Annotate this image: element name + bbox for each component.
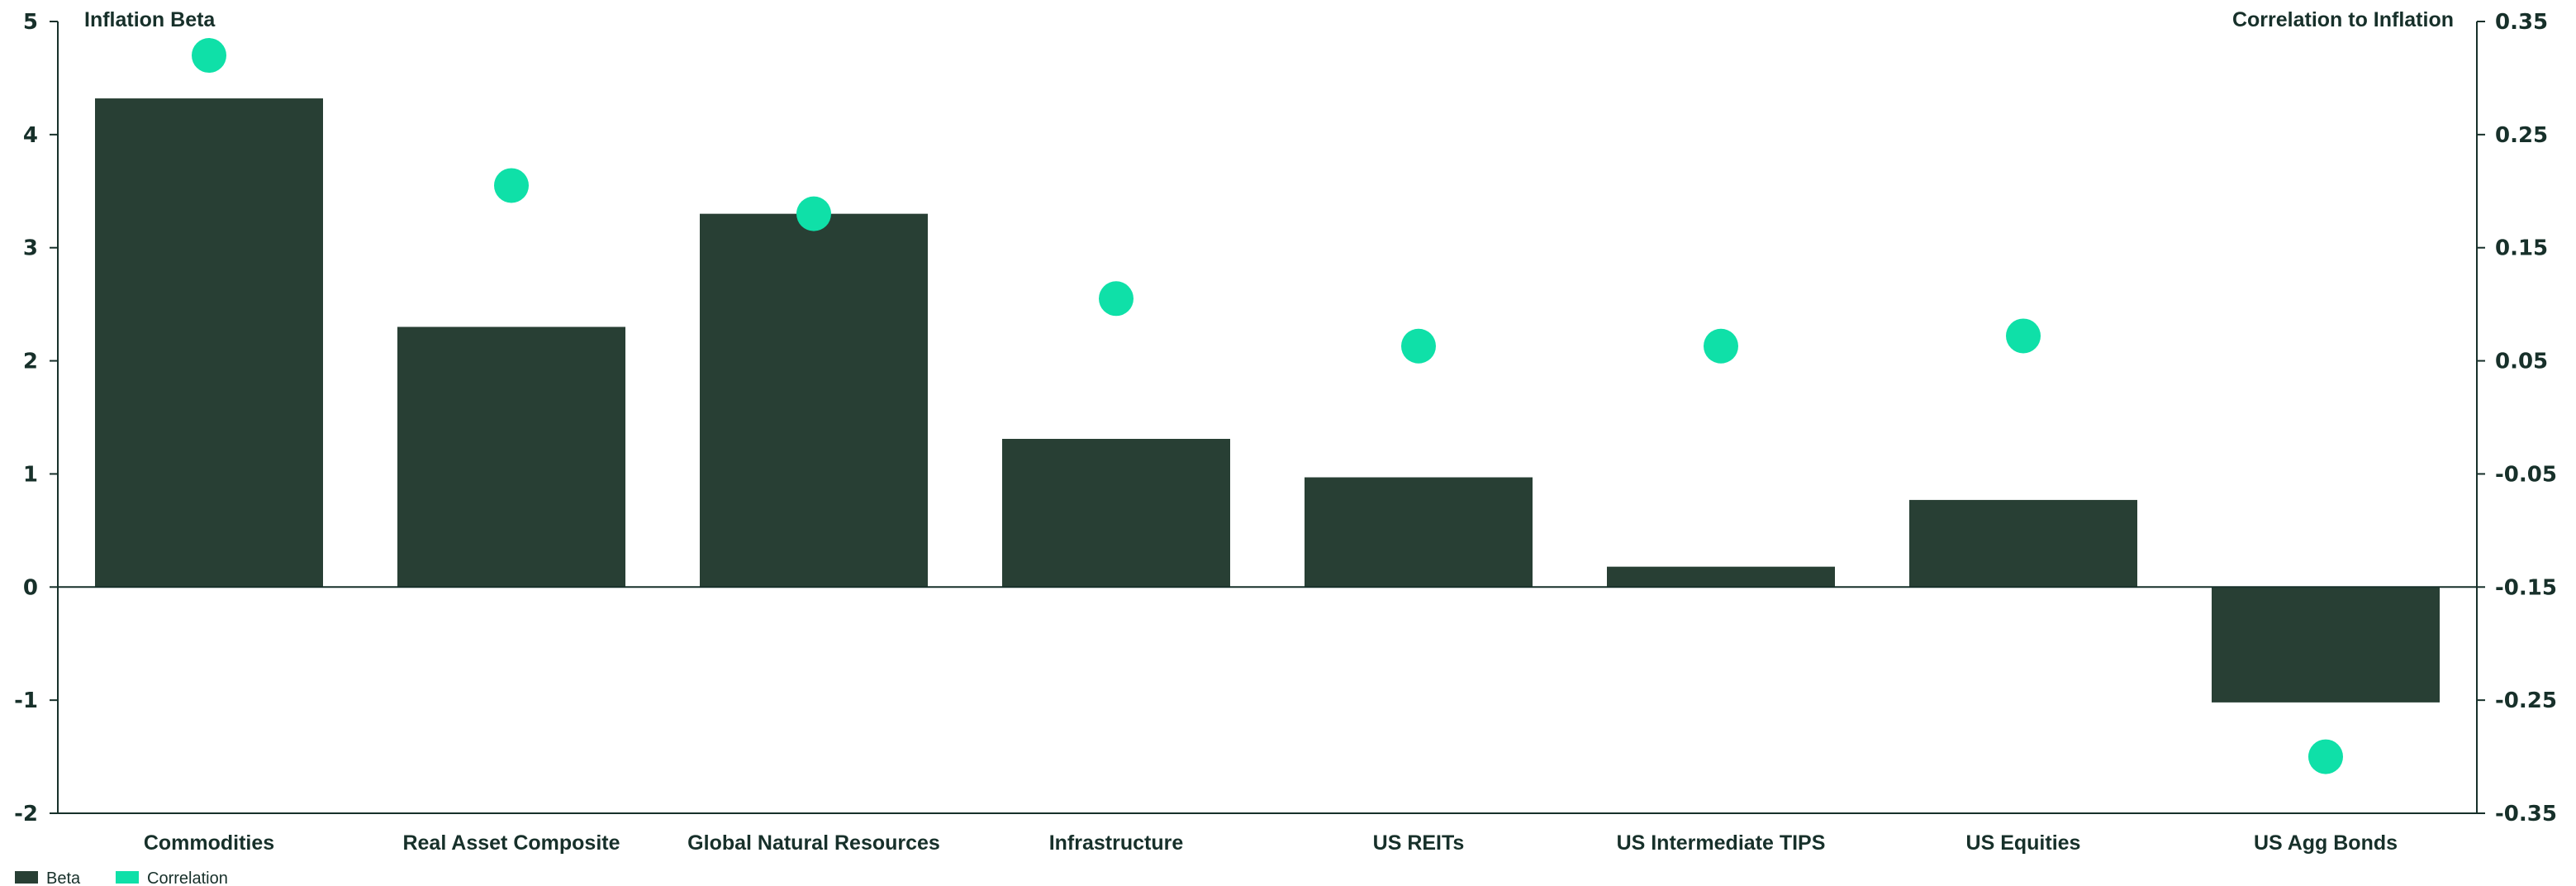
correlation-dot-commodities [192, 38, 226, 74]
left-tick-label: 1 [23, 462, 38, 487]
left-axis-title: Inflation Beta [84, 8, 216, 31]
category-label: Real Asset Composite [402, 831, 620, 855]
correlation-dot-real-asset-composite [494, 168, 529, 203]
left-tick-label: 4 [23, 123, 38, 148]
category-label: Commodities [144, 831, 274, 855]
right-tick-label: 0.25 [2495, 123, 2548, 148]
right-tick-label: -0.25 [2495, 688, 2557, 713]
right-tick-label: 0.05 [2495, 350, 2548, 374]
correlation-dot-us-equities [2006, 318, 2041, 354]
left-tick-label: -2 [14, 802, 38, 826]
beta-bar-global-natural-resources [700, 213, 928, 588]
right-axis-title: Correlation to Inflation [2232, 8, 2454, 31]
right-tick-label: 0.35 [2495, 10, 2548, 35]
right-tick-label: -0.15 [2495, 575, 2557, 600]
legend-correlation-swatch [116, 871, 139, 884]
category-label: Global Natural Resources [687, 831, 940, 855]
left-tick-label: -1 [14, 688, 38, 713]
correlation-dot-us-intermediate-tips [1704, 328, 1738, 364]
beta-bar-us-equities [1909, 499, 2137, 588]
legend-beta-swatch [15, 871, 38, 884]
left-tick-label: 0 [23, 575, 38, 600]
beta-bar-us-agg-bonds [2212, 587, 2440, 703]
beta-bar-commodities [95, 98, 323, 588]
correlation-dot-us-reits [1401, 328, 1436, 364]
right-tick-label: 0.15 [2495, 236, 2548, 261]
category-label: US Equities [1966, 831, 2081, 855]
category-label: Infrastructure [1049, 831, 1184, 855]
beta-bar-us-reits [1305, 477, 1533, 588]
left-tick-label: 5 [23, 10, 38, 35]
beta-bar-real-asset-composite [397, 326, 625, 588]
category-label: US REITs [1373, 831, 1465, 855]
legend-beta-label: Beta [46, 869, 81, 886]
right-tick-label: -0.05 [2495, 462, 2557, 487]
left-tick-label: 3 [23, 236, 38, 261]
correlation-dot-global-natural-resources [796, 196, 831, 231]
category-label: US Agg Bonds [2254, 831, 2398, 855]
correlation-dot-infrastructure [1099, 281, 1134, 317]
category-label: US Intermediate TIPS [1617, 831, 1826, 855]
correlation-dot-us-agg-bonds [2308, 739, 2343, 774]
left-tick-label: 2 [23, 350, 38, 374]
beta-bar-infrastructure [1002, 439, 1230, 588]
beta-bar-us-intermediate-tips [1607, 566, 1835, 588]
legend-correlation-label: Correlation [147, 869, 228, 886]
right-tick-label: -0.35 [2495, 802, 2557, 826]
